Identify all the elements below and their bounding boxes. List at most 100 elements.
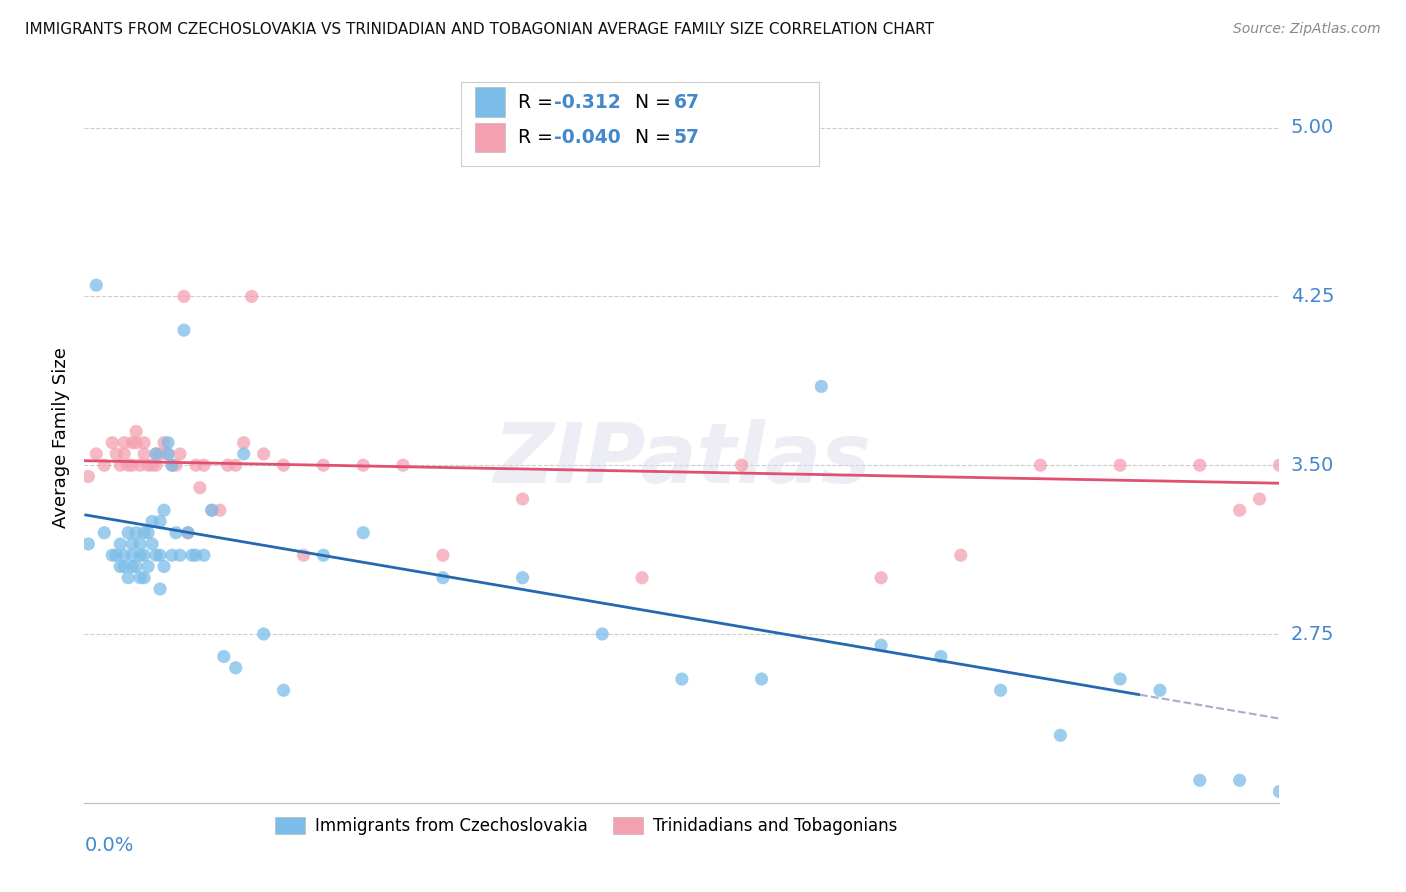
Point [1268, 784, 1291, 798]
Point [253, 447, 276, 461]
Point [110, 559, 132, 574]
Point [132, 435, 156, 450]
Point [129, 537, 152, 551]
Point [132, 548, 156, 562]
Point [86, 278, 108, 293]
Point [512, 571, 534, 585]
Point [1109, 458, 1132, 473]
Point [870, 638, 893, 652]
Y-axis label: Average Family Size: Average Family Size [52, 347, 70, 527]
Text: Source: ZipAtlas.com: Source: ZipAtlas.com [1233, 22, 1381, 37]
Point [160, 458, 183, 473]
Point [112, 447, 135, 461]
Text: 4.25: 4.25 [1291, 287, 1334, 306]
Point [77, 537, 100, 551]
FancyBboxPatch shape [461, 82, 820, 167]
Point [184, 458, 207, 473]
Point [990, 683, 1012, 698]
Point [141, 537, 163, 551]
Point [225, 458, 247, 473]
Point [136, 458, 159, 473]
Point [751, 672, 773, 686]
Point [112, 548, 135, 562]
Point [145, 447, 167, 461]
Point [1188, 458, 1211, 473]
Text: 2.75: 2.75 [1291, 624, 1334, 643]
Point [125, 425, 148, 439]
Point [181, 548, 204, 562]
Point [870, 571, 893, 585]
Point [240, 289, 263, 303]
Point [312, 458, 335, 473]
Point [1249, 491, 1271, 506]
Point [110, 537, 132, 551]
Point [93, 525, 115, 540]
Point [1188, 773, 1211, 788]
Point [157, 447, 180, 461]
Point [121, 435, 143, 450]
Point [512, 491, 534, 506]
Point [101, 548, 124, 562]
Point [153, 559, 176, 574]
Point [1308, 458, 1330, 473]
Point [392, 458, 415, 473]
Point [160, 458, 183, 473]
Point [1109, 672, 1132, 686]
Point [132, 571, 156, 585]
Text: N =: N = [623, 93, 678, 112]
Text: 3.50: 3.50 [1291, 456, 1334, 475]
Point [1268, 458, 1291, 473]
Point [121, 559, 143, 574]
Text: 67: 67 [673, 93, 700, 112]
Point [273, 458, 295, 473]
Point [591, 627, 613, 641]
Point [121, 458, 143, 473]
Point [312, 548, 335, 562]
Point [810, 379, 832, 393]
Point [631, 571, 654, 585]
Text: 0.0%: 0.0% [84, 836, 134, 855]
Point [149, 447, 172, 461]
Point [352, 525, 374, 540]
Point [432, 548, 454, 562]
Point [145, 548, 167, 562]
Point [212, 649, 235, 664]
Point [149, 548, 172, 562]
Point [110, 458, 132, 473]
Point [432, 571, 454, 585]
Text: ZIPatlas: ZIPatlas [494, 418, 870, 500]
Point [136, 525, 159, 540]
Point [929, 649, 952, 664]
Point [1229, 773, 1251, 788]
Point [165, 525, 187, 540]
Point [149, 582, 172, 596]
Point [153, 503, 176, 517]
Point [132, 525, 156, 540]
Point [149, 515, 172, 529]
Point [117, 458, 139, 473]
Point [112, 435, 135, 450]
Point [141, 515, 163, 529]
Text: 57: 57 [673, 128, 700, 146]
Point [169, 548, 191, 562]
Point [188, 481, 211, 495]
Point [105, 447, 128, 461]
Point [1229, 503, 1251, 517]
Point [105, 548, 128, 562]
Point [177, 525, 200, 540]
Point [129, 458, 152, 473]
Point [121, 537, 143, 551]
Text: R =: R = [519, 128, 560, 146]
Point [217, 458, 239, 473]
Point [232, 435, 254, 450]
FancyBboxPatch shape [475, 122, 505, 152]
Point [201, 503, 224, 517]
Point [193, 458, 215, 473]
Point [125, 559, 148, 574]
Legend: Immigrants from Czechoslovakia, Trinidadians and Tobagonians: Immigrants from Czechoslovakia, Trinidad… [269, 811, 904, 842]
Point [352, 458, 374, 473]
Text: -0.312: -0.312 [554, 93, 621, 112]
Point [292, 548, 315, 562]
Point [184, 548, 207, 562]
Point [157, 447, 180, 461]
